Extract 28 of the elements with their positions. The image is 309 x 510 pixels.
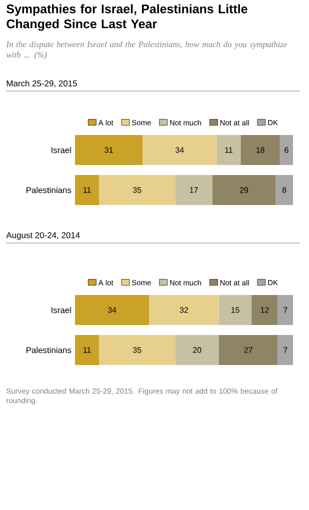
bar [75,175,99,206]
chart-subtitle: In the dispute between Israel and the Palestinians, how much do you sympathize with ... (%) [6,41,288,60]
y-tick-label: Palestinians [26,346,72,354]
bar [252,295,278,326]
text: March 25-29, 2015 [6,80,77,88]
bar [98,175,176,206]
bar [212,175,276,206]
chart-title: Sympathies for Israel, Palestinians Little Changed Since Last Year [6,4,248,31]
bar [75,335,99,366]
bar [218,335,278,366]
bar [142,135,217,166]
bar [216,135,241,166]
bar [75,295,150,326]
bar [276,175,294,206]
bar [75,135,143,166]
bar [278,295,294,326]
bar [149,295,219,326]
y-tick-label: Palestinians [26,186,72,194]
bar [175,175,212,206]
bar [280,135,294,166]
chart-title: August 20-24, 2014 [6,232,80,240]
y-tick-label: Israel [52,306,71,314]
bar [218,295,252,326]
y-tick-label: Israel [52,146,71,154]
bar [240,135,280,166]
bar [278,335,294,366]
bar [175,335,219,366]
bar [98,335,176,366]
